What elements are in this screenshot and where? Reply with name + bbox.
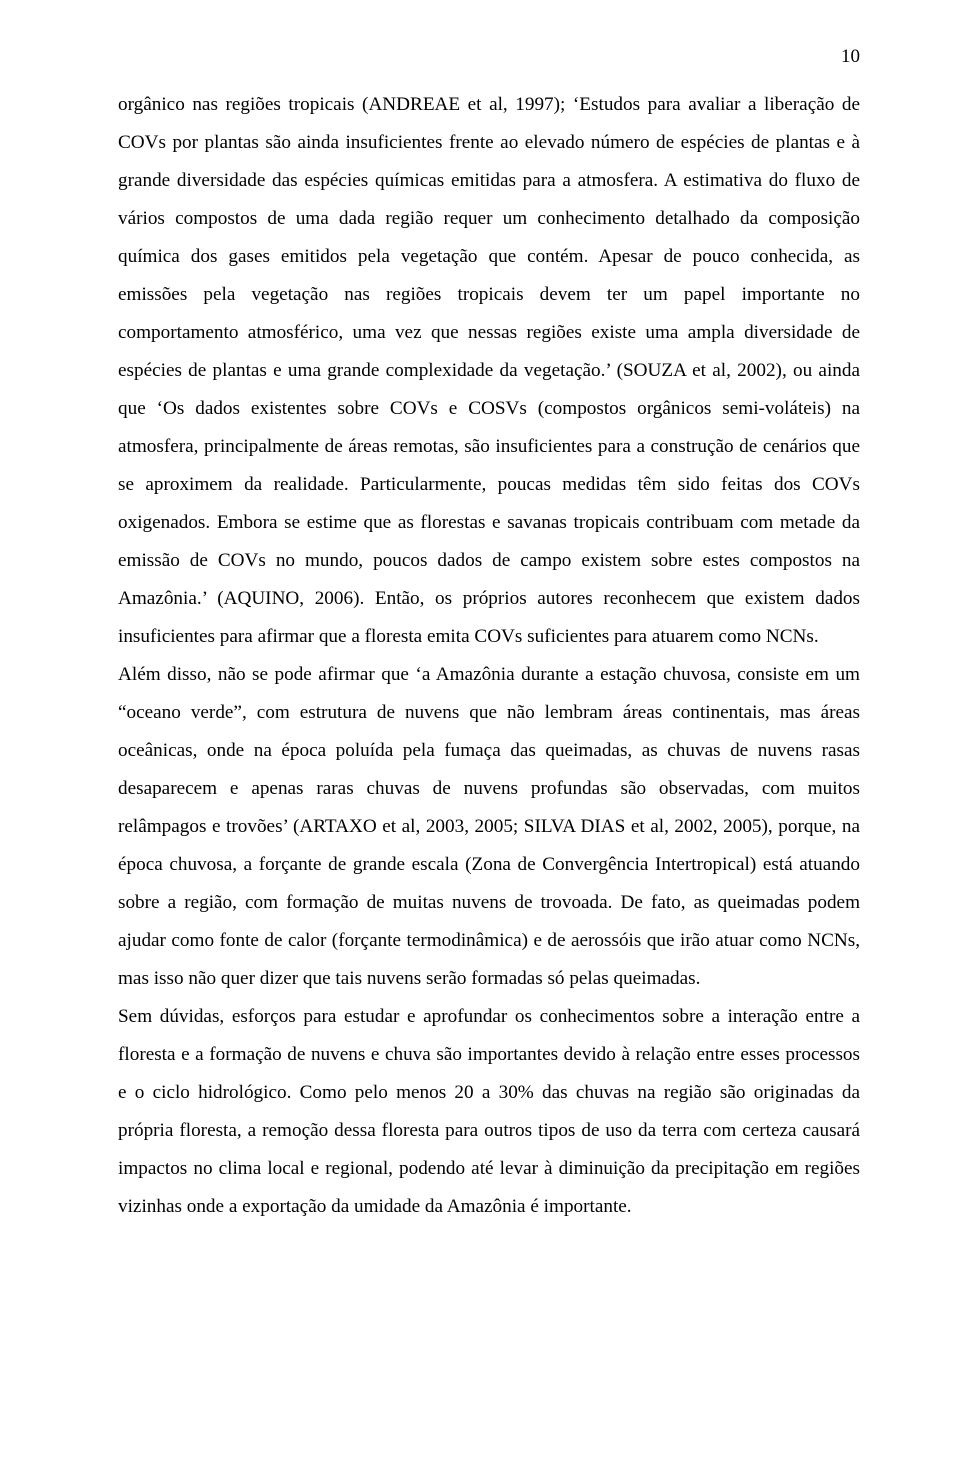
paragraph: Além disso, não se pode afirmar que ‘a A… <box>118 656 860 998</box>
body-text: orgânico nas regiões tropicais (ANDREAE … <box>118 86 860 1226</box>
document-page: 10 orgânico nas regiões tropicais (ANDRE… <box>0 0 960 1483</box>
paragraph: Sem dúvidas, esforços para estudar e apr… <box>118 998 860 1226</box>
page-number: 10 <box>841 46 860 68</box>
paragraph: orgânico nas regiões tropicais (ANDREAE … <box>118 86 860 656</box>
